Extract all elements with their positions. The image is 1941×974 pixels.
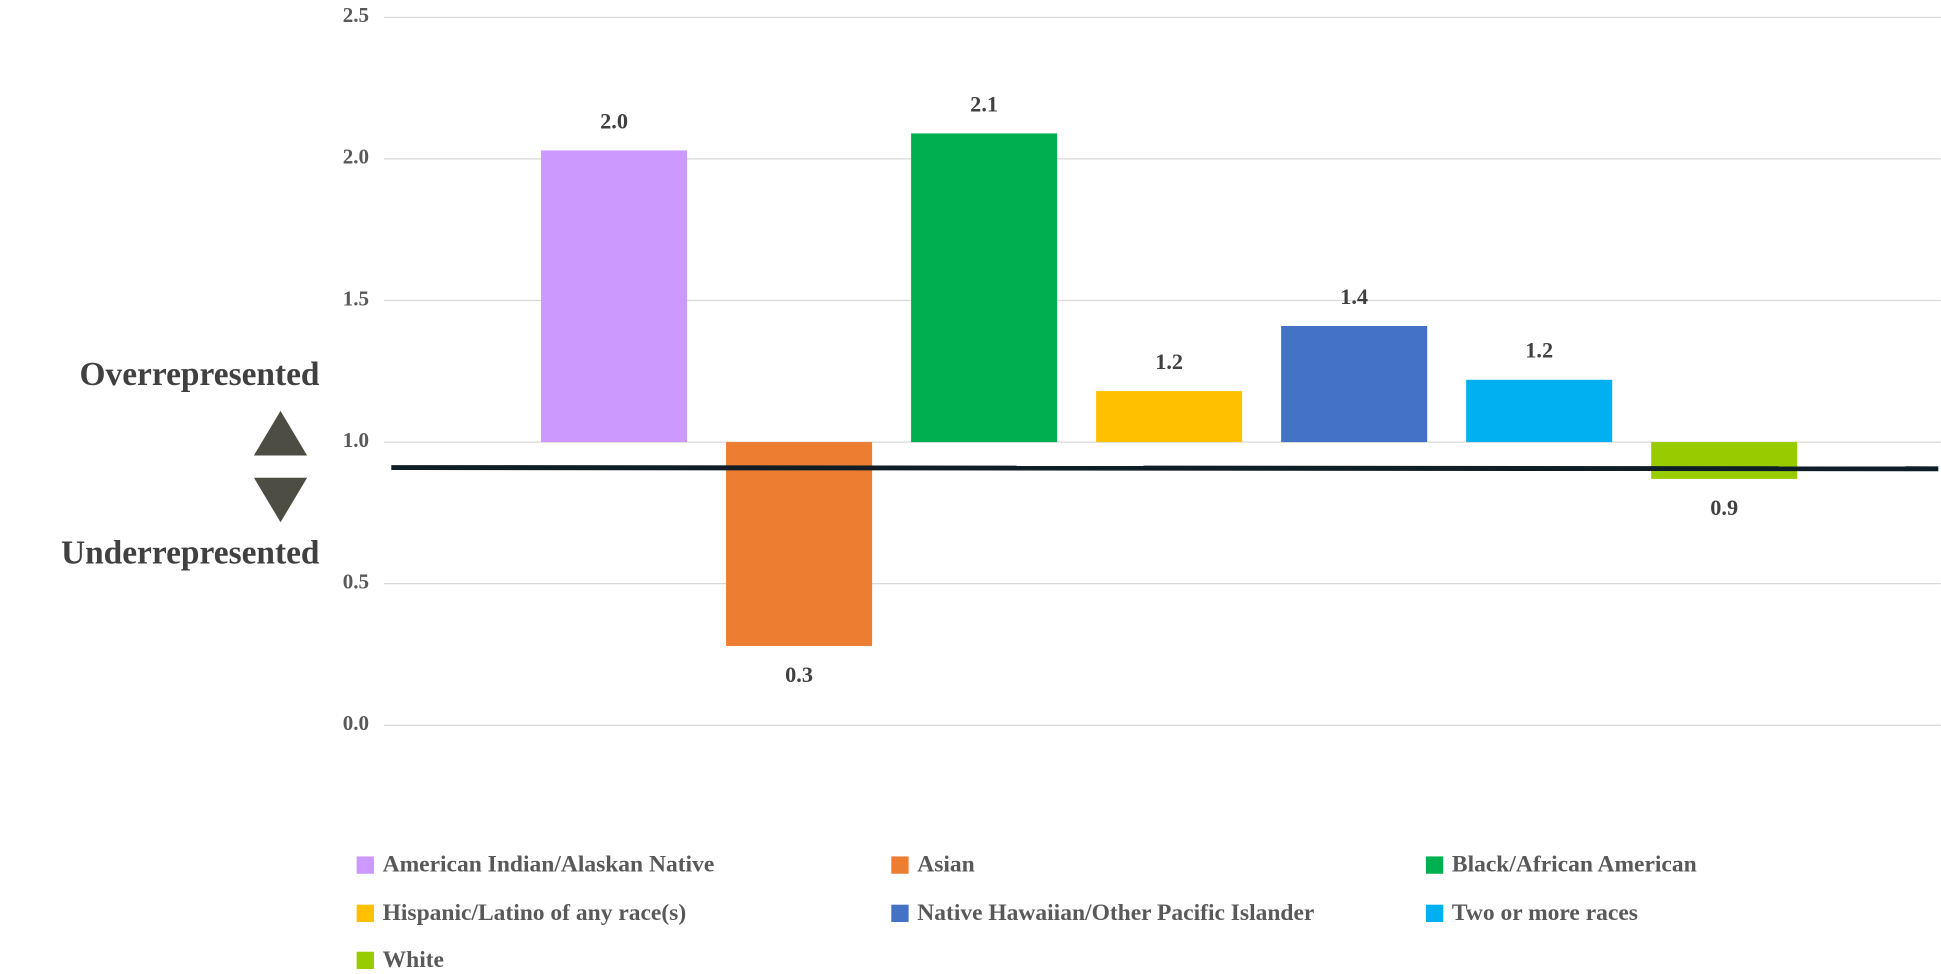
reference-line (391, 465, 1939, 472)
bar (1096, 391, 1243, 443)
data-label: 2.0 (600, 108, 628, 133)
legend-label: Black/African American (1452, 852, 1697, 878)
legend-swatch (1425, 856, 1444, 874)
legend-label: Asian (917, 852, 974, 878)
legend-label: Two or more races (1452, 900, 1638, 926)
bar (726, 442, 873, 646)
bar (1651, 442, 1798, 479)
annotation-under: Underrepresented (61, 534, 320, 571)
data-label: 1.2 (1525, 338, 1553, 363)
y-tick-label: 2.0 (343, 145, 369, 169)
legend-label: Native Hawaiian/Other Pacific Islander (917, 900, 1314, 926)
bar (541, 150, 688, 443)
data-label: 1.2 (1155, 349, 1183, 374)
y-tick-label: 1.0 (343, 428, 369, 452)
data-label: 0.9 (1710, 495, 1738, 520)
y-tick-label: 1.5 (343, 286, 369, 310)
bar (1466, 379, 1613, 443)
bar (1281, 325, 1428, 443)
up-arrow (253, 410, 308, 456)
data-label: 1.4 (1340, 284, 1368, 309)
data-label: 0.3 (785, 662, 813, 687)
legend-swatch (891, 904, 909, 923)
data-label: 2.1 (970, 91, 998, 116)
bar (911, 133, 1058, 443)
legend-swatch (891, 856, 909, 874)
legend-swatch (356, 951, 374, 970)
legend-label: Hispanic/Latino of any race(s) (383, 900, 687, 926)
annotation-over: Overrepresented (80, 356, 320, 393)
y-tick-label: 2.5 (343, 3, 369, 27)
down-arrow (253, 477, 308, 523)
legend-swatch (356, 904, 374, 923)
y-tick-label: 0.5 (343, 569, 369, 593)
legend-label: American Indian/Alaskan Native (383, 852, 715, 878)
legend-label: White (383, 947, 444, 973)
legend-swatch (1425, 904, 1444, 923)
legend-swatch (356, 856, 374, 874)
y-tick-label: 0.0 (343, 711, 369, 735)
